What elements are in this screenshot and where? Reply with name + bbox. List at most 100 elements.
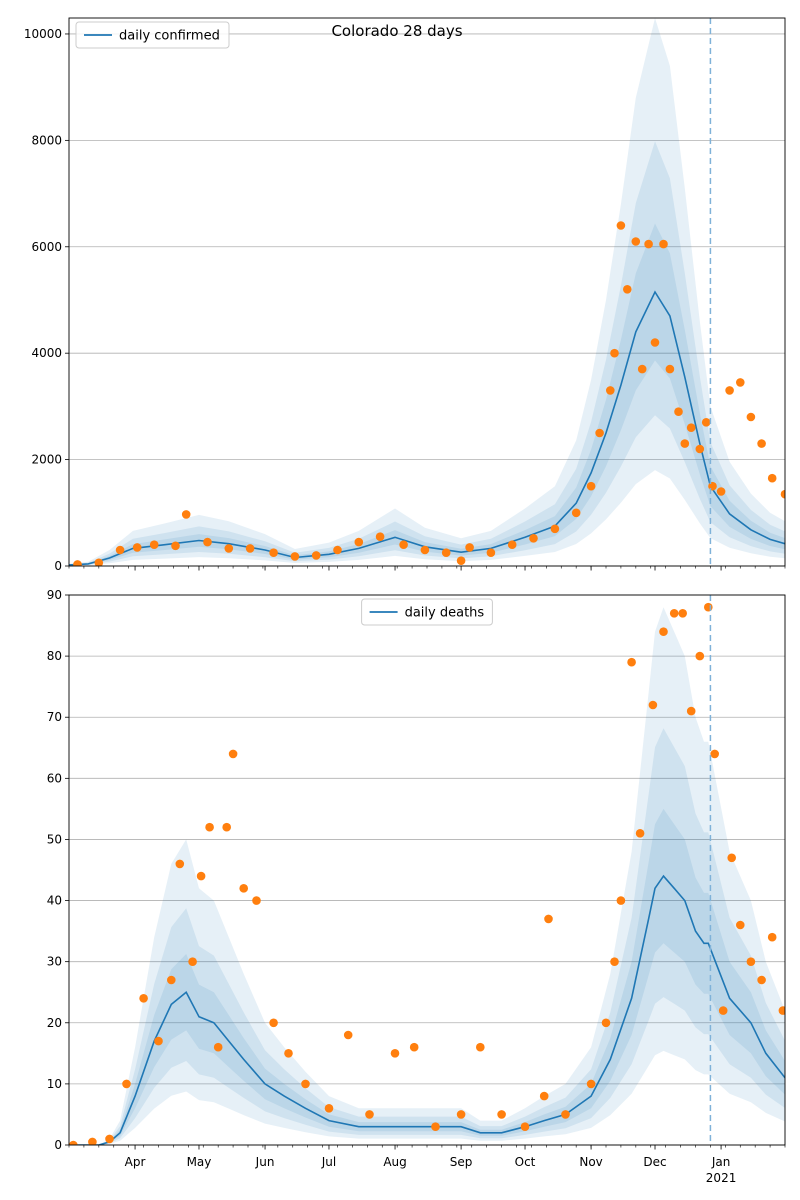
observed-point-0-6 [181,510,191,519]
chart-title: Colorado 28 days [331,22,462,40]
observed-point-1-15 [252,896,261,905]
observed-point-0-38 [674,407,683,417]
observed-point-0-13 [333,545,342,555]
observed-point-1-22 [390,1049,400,1058]
series-line-0 [69,290,785,566]
observed-point-1-17 [284,1049,293,1058]
observed-point-1-40 [669,609,679,618]
observed-point-0-36 [659,239,668,249]
observed-point-0-29 [610,348,619,358]
observed-point-0-10 [269,548,278,557]
observed-point-1-42 [686,706,696,716]
observed-point-0-16 [399,540,408,549]
observed-point-1-14 [239,884,248,893]
observed-point-1-52 [778,1006,785,1015]
observed-point-1-45 [710,749,719,759]
y-tick-label-1-7: 70 [47,710,62,724]
observed-point-0-31 [623,285,632,294]
legend-box-0 [75,21,230,49]
observed-point-0-26 [586,481,596,491]
axes-frame-1 [68,594,786,1146]
observed-point-0-39 [680,439,690,448]
observed-point-1-6 [167,975,176,985]
x-tick-label-9: Jan [711,1155,731,1169]
observed-point-1-23 [409,1042,419,1052]
y-tick-label-1-2: 20 [47,1016,62,1030]
x-tick-label-0: Apr [125,1155,146,1169]
observed-point-1-26 [476,1042,485,1052]
observed-point-1-36 [627,657,636,667]
observed-point-1-28 [520,1122,530,1131]
observed-point-0-21 [486,548,496,557]
y-tick-label-1-1: 10 [47,1077,62,1091]
observed-point-0-32 [631,237,641,246]
observed-point-1-47 [727,853,736,863]
observed-point-1-2 [105,1134,114,1144]
observed-point-0-12 [311,551,321,560]
observed-point-1-33 [601,1018,611,1028]
observed-point-1-10 [205,822,214,832]
observed-point-1-0 [69,1140,78,1145]
observed-point-0-43 [708,481,717,491]
legend-0: daily confirmed [75,21,230,49]
observed-point-1-31 [561,1110,570,1119]
observed-point-0-20 [465,543,474,552]
legend-1: daily deaths [361,598,493,626]
x-tick-label-3: Jul [321,1155,336,1169]
observed-point-1-1 [88,1137,97,1145]
chart-panel-0: 0 2000 4000 6000 8000 10000 Colorado 28 days da… [24,17,786,573]
observed-point-0-45 [725,386,734,395]
observed-point-1-8 [188,957,197,966]
observed-point-0-11 [290,552,300,561]
observed-point-0-35 [650,338,660,347]
observed-point-0-1 [94,558,104,566]
observed-point-0-24 [550,524,560,534]
observed-point-1-19 [324,1104,334,1113]
observed-point-0-23 [529,534,538,543]
legend-box-1 [361,598,493,626]
series-line-1 [69,874,785,1145]
observed-point-0-5 [171,541,180,551]
observed-point-1-27 [497,1110,506,1119]
observed-point-0-15 [375,532,385,541]
observed-point-1-3 [122,1079,131,1089]
observed-point-1-29 [539,1091,549,1101]
y-tick-label-0-5: 10000 [24,27,62,41]
y-tick-label-1-9: 90 [47,588,62,602]
y-tick-label-0-2: 4000 [31,346,62,360]
plot-area-1 [69,602,785,1145]
observed-point-1-21 [365,1110,374,1119]
observed-point-1-50 [757,975,766,985]
observed-point-1-25 [456,1110,466,1119]
uncertainty-band-1-2 [69,808,785,1145]
observed-point-1-7 [175,859,185,869]
observed-point-1-49 [746,957,756,966]
x-tick-label-8: Dec [643,1155,666,1169]
observed-point-0-44 [716,487,726,496]
y-tick-label-1-6: 60 [47,771,62,785]
observed-point-1-9 [196,871,206,881]
x-tick-label-1: May [187,1155,212,1169]
observed-point-0-48 [757,439,766,448]
observed-point-0-14 [354,537,364,547]
observed-point-0-47 [746,412,756,422]
x-tick-label-2: Jun [255,1155,275,1169]
observed-point-1-16 [269,1018,278,1028]
y-tick-label-1-0: 0 [54,1138,62,1152]
observed-point-0-7 [203,537,212,547]
observed-point-0-28 [606,386,615,395]
observed-point-0-40 [686,423,696,433]
observed-point-1-5 [154,1036,163,1046]
y-tick-label-1-5: 50 [47,832,62,846]
uncertainty-band-0-0 [69,18,785,566]
observed-point-1-13 [228,749,238,759]
uncertainty-band-1-0 [69,607,785,1145]
observed-point-0-49 [767,473,777,483]
legend-label-1: daily deaths [405,606,485,621]
x-tick-label-6: Oct [515,1155,536,1169]
y-tick-label-1-3: 30 [47,955,62,969]
observed-point-0-50 [780,489,785,499]
observed-point-1-39 [659,627,668,636]
x-tick-sublabel-9: 2021 [706,1171,737,1185]
